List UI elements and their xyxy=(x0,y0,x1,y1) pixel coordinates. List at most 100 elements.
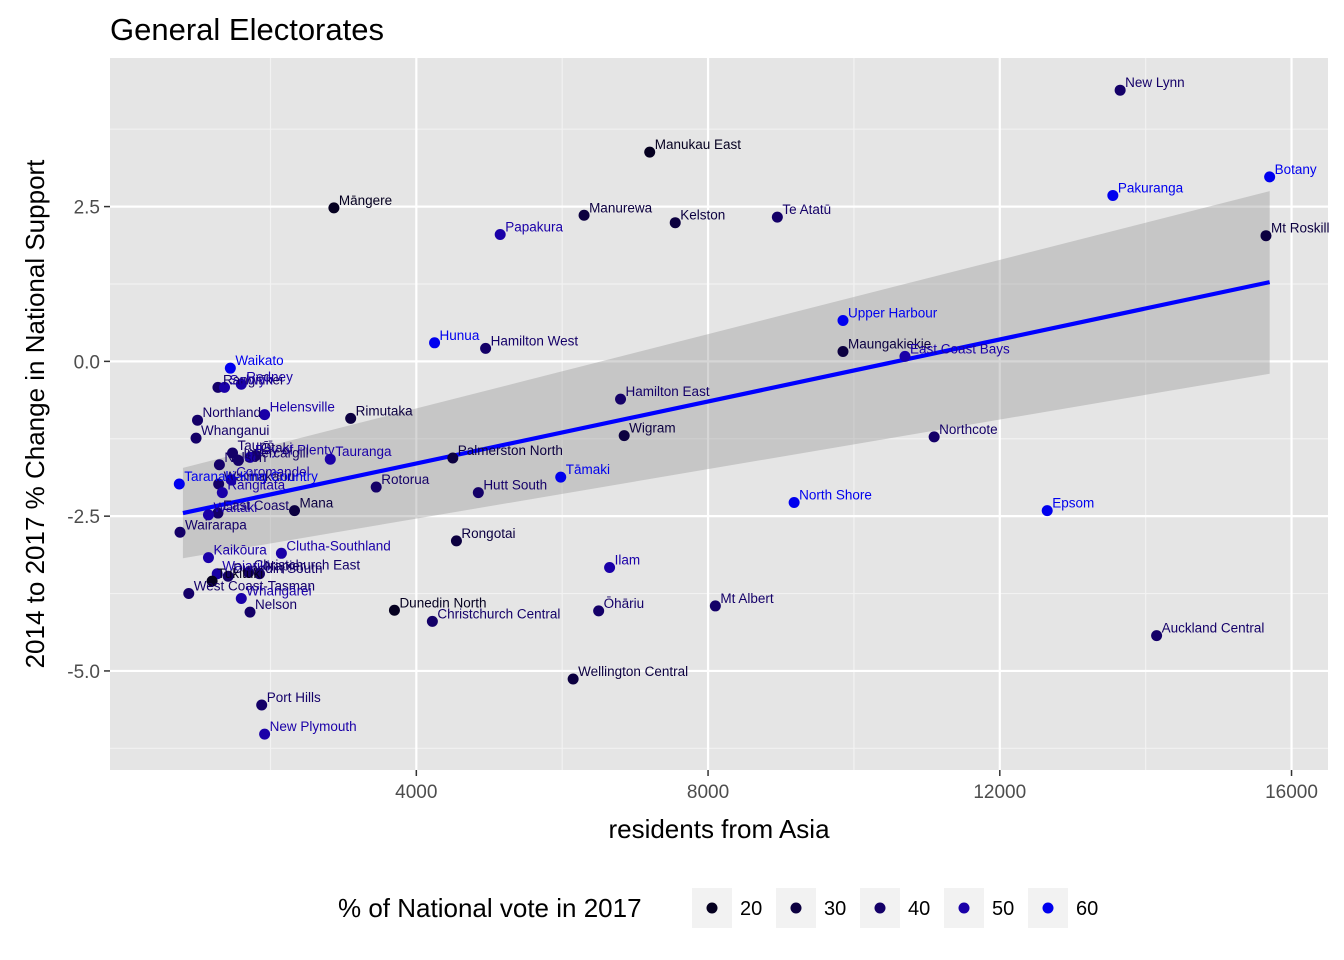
y-axis-title: 2014 to 2017 % Change in National Suppor… xyxy=(20,159,50,669)
point-label: Hutt South xyxy=(483,478,547,493)
data-point xyxy=(426,615,438,627)
legend-label: 50 xyxy=(992,898,1014,920)
point-label: Manukau East xyxy=(655,137,742,152)
x-tick-label: 8000 xyxy=(687,782,729,803)
plot-panel xyxy=(110,58,1328,770)
data-point xyxy=(593,605,605,617)
data-point xyxy=(202,552,214,564)
point-label: Kelston xyxy=(680,208,725,223)
point-label: Selwyn xyxy=(230,372,274,387)
point-label: Christchurch Central xyxy=(437,606,560,621)
point-label: Invercargill xyxy=(243,445,308,460)
legend: % of National vote in 2017 20 30 40 50 60 xyxy=(338,888,1098,928)
point-label: Ōtaki xyxy=(261,440,293,455)
data-point xyxy=(212,507,224,519)
point-label: Botany xyxy=(1275,162,1317,177)
point-label: Port Hills xyxy=(267,690,321,705)
point-label: Dunedin South xyxy=(233,561,322,576)
x-tick-label: 12000 xyxy=(973,782,1026,803)
y-tick-label: -5.0 xyxy=(67,662,100,683)
data-point xyxy=(618,430,630,442)
data-point xyxy=(837,345,849,357)
point-label: Hamilton East xyxy=(626,384,710,399)
data-point xyxy=(370,481,382,493)
point-label: Papakura xyxy=(505,219,563,234)
data-point xyxy=(213,459,225,471)
data-point xyxy=(771,211,783,223)
point-label: New Lynn xyxy=(1125,75,1185,90)
data-point xyxy=(243,566,255,578)
point-label: Rangitata xyxy=(227,478,285,493)
point-label: Tauranga xyxy=(335,444,392,459)
point-label: Hunua xyxy=(440,328,480,343)
chart-title: General Electorates xyxy=(110,12,384,47)
point-label: Māngere xyxy=(339,193,392,208)
data-point xyxy=(644,146,656,158)
point-label: Pakuranga xyxy=(1118,180,1184,195)
point-label: Northland xyxy=(203,405,262,420)
legend-entry: 40 xyxy=(860,888,930,928)
data-point xyxy=(788,497,800,509)
point-label: Wellington Central xyxy=(578,664,688,679)
data-point xyxy=(173,478,185,490)
point-label: Upper Harbour xyxy=(848,306,938,321)
point-label: Helensville xyxy=(270,400,335,415)
data-point xyxy=(259,409,271,421)
point-label: East Coast Bays xyxy=(910,341,1010,356)
data-point xyxy=(324,453,336,465)
data-point xyxy=(604,562,616,574)
data-point xyxy=(225,474,237,486)
data-point xyxy=(219,381,231,393)
point-label: Nelson xyxy=(224,450,266,465)
x-tick-label: 4000 xyxy=(395,782,437,803)
legend-entry: 60 xyxy=(1028,888,1098,928)
data-point xyxy=(472,487,484,499)
x-tick-label: 16000 xyxy=(1265,782,1318,803)
point-label: Taranaki-King Country xyxy=(184,469,318,484)
data-point xyxy=(192,414,204,426)
point-label: Waikato xyxy=(235,353,283,368)
point-label: Rodney xyxy=(246,369,293,384)
legend-entry: 50 xyxy=(944,888,1014,928)
legend-label: 30 xyxy=(824,898,846,920)
data-point xyxy=(202,509,214,521)
legend-swatch xyxy=(958,902,970,914)
y-axis: 2.5 0.0 -2.5 -5.0 xyxy=(67,198,110,683)
y-tick-label: 2.5 xyxy=(74,198,100,219)
data-point xyxy=(388,604,400,616)
points-layer xyxy=(173,84,1276,740)
point-label: Kaikōura xyxy=(213,543,267,558)
point-label: Palmerston North xyxy=(458,443,563,458)
data-point xyxy=(447,452,459,464)
data-point xyxy=(1107,189,1119,201)
point-label: Auckland Central xyxy=(1162,621,1265,636)
data-point xyxy=(232,454,244,466)
y-tick-label: -2.5 xyxy=(67,507,100,528)
point-label: Manurewa xyxy=(589,200,653,215)
data-point xyxy=(235,378,247,390)
grid-major xyxy=(110,58,1328,770)
data-point xyxy=(480,342,492,354)
data-point xyxy=(216,487,228,499)
point-label: New Plymouth xyxy=(270,719,357,734)
data-point xyxy=(1260,230,1272,242)
data-point xyxy=(275,547,287,559)
data-point xyxy=(899,350,911,362)
point-label: Maungakiekie xyxy=(848,336,931,351)
point-label: Rimutaka xyxy=(356,403,414,418)
point-label: Rongotai xyxy=(461,526,515,541)
x-axis: 4000 8000 12000 16000 xyxy=(395,770,1318,803)
y-tick-label: 0.0 xyxy=(74,352,100,373)
legend-swatch xyxy=(874,902,886,914)
point-label: Clutha-Southland xyxy=(286,538,390,553)
data-point xyxy=(328,202,340,214)
data-point xyxy=(289,505,301,517)
data-point xyxy=(669,217,681,229)
point-labels-layer: New Lynn Manukau East Botany Pakuranga Mānge… xyxy=(184,75,1329,734)
data-point xyxy=(227,447,239,459)
point-label: Wairarapa xyxy=(185,517,247,532)
data-point xyxy=(567,673,579,685)
data-point xyxy=(615,393,627,405)
data-point xyxy=(174,526,186,538)
